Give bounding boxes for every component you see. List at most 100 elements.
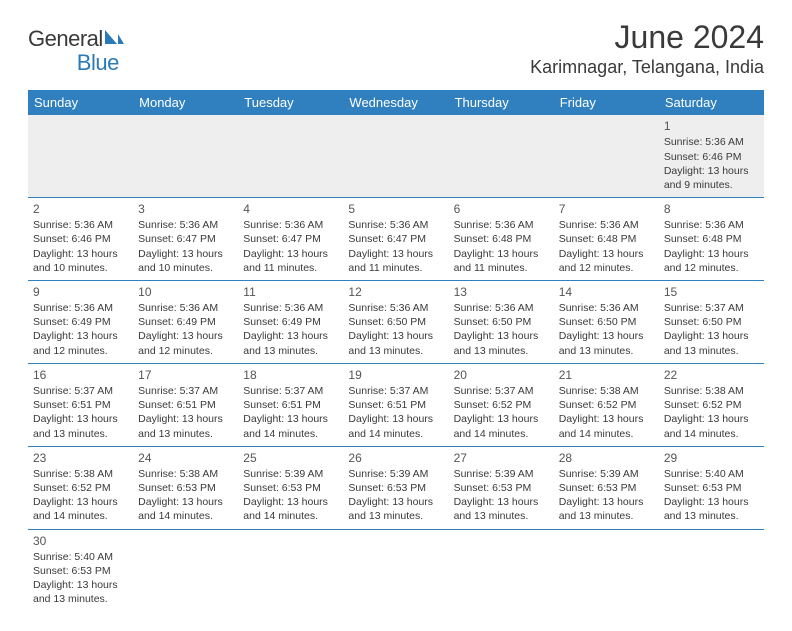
sunrise-line: Sunrise: 5:38 AM — [138, 467, 233, 481]
calendar-cell: 13Sunrise: 5:36 AMSunset: 6:50 PMDayligh… — [449, 280, 554, 363]
daylight-line: Daylight: 13 hours and 13 minutes. — [664, 329, 759, 357]
weekday-header: Tuesday — [238, 90, 343, 115]
daylight-line: Daylight: 13 hours and 11 minutes. — [348, 247, 443, 275]
calendar-cell: 2Sunrise: 5:36 AMSunset: 6:46 PMDaylight… — [28, 198, 133, 281]
sunset-line: Sunset: 6:53 PM — [454, 481, 549, 495]
sunrise-line: Sunrise: 5:36 AM — [454, 218, 549, 232]
day-number: 2 — [33, 201, 128, 217]
sunset-line: Sunset: 6:53 PM — [348, 481, 443, 495]
day-number: 7 — [559, 201, 654, 217]
day-number: 24 — [138, 450, 233, 466]
day-number: 12 — [348, 284, 443, 300]
day-number: 17 — [138, 367, 233, 383]
calendar-cell — [28, 115, 133, 197]
calendar-cell — [343, 115, 448, 197]
daylight-line: Daylight: 13 hours and 12 minutes. — [559, 247, 654, 275]
calendar-cell: 16Sunrise: 5:37 AMSunset: 6:51 PMDayligh… — [28, 363, 133, 446]
calendar-cell — [554, 115, 659, 197]
sunrise-line: Sunrise: 5:36 AM — [243, 301, 338, 315]
sunrise-line: Sunrise: 5:36 AM — [243, 218, 338, 232]
sun-calendar-table: SundayMondayTuesdayWednesdayThursdayFrid… — [28, 90, 764, 611]
day-number: 18 — [243, 367, 338, 383]
sunset-line: Sunset: 6:47 PM — [348, 232, 443, 246]
calendar-cell: 24Sunrise: 5:38 AMSunset: 6:53 PMDayligh… — [133, 446, 238, 529]
sunset-line: Sunset: 6:50 PM — [664, 315, 759, 329]
day-number: 21 — [559, 367, 654, 383]
sunset-line: Sunset: 6:48 PM — [559, 232, 654, 246]
calendar-page: General June 2024 Karimnagar, Telangana,… — [0, 0, 792, 631]
day-number: 5 — [348, 201, 443, 217]
month-title: June 2024 — [530, 20, 764, 55]
calendar-cell: 3Sunrise: 5:36 AMSunset: 6:47 PMDaylight… — [133, 198, 238, 281]
sunrise-line: Sunrise: 5:39 AM — [559, 467, 654, 481]
daylight-line: Daylight: 13 hours and 13 minutes. — [33, 578, 128, 606]
sunset-line: Sunset: 6:47 PM — [243, 232, 338, 246]
daylight-line: Daylight: 13 hours and 13 minutes. — [348, 329, 443, 357]
sunset-line: Sunset: 6:51 PM — [138, 398, 233, 412]
daylight-line: Daylight: 13 hours and 14 minutes. — [243, 412, 338, 440]
sunset-line: Sunset: 6:50 PM — [559, 315, 654, 329]
weekday-header: Friday — [554, 90, 659, 115]
weekday-header: Monday — [133, 90, 238, 115]
day-number: 14 — [559, 284, 654, 300]
sunrise-line: Sunrise: 5:36 AM — [664, 218, 759, 232]
day-number: 30 — [33, 533, 128, 549]
sunrise-line: Sunrise: 5:36 AM — [559, 218, 654, 232]
calendar-cell: 11Sunrise: 5:36 AMSunset: 6:49 PMDayligh… — [238, 280, 343, 363]
daylight-line: Daylight: 13 hours and 13 minutes. — [559, 329, 654, 357]
sunset-line: Sunset: 6:53 PM — [243, 481, 338, 495]
sunset-line: Sunset: 6:50 PM — [348, 315, 443, 329]
sunset-line: Sunset: 6:48 PM — [664, 232, 759, 246]
daylight-line: Daylight: 13 hours and 13 minutes. — [33, 412, 128, 440]
calendar-cell: 29Sunrise: 5:40 AMSunset: 6:53 PMDayligh… — [659, 446, 764, 529]
calendar-cell: 27Sunrise: 5:39 AMSunset: 6:53 PMDayligh… — [449, 446, 554, 529]
daylight-line: Daylight: 13 hours and 14 minutes. — [138, 495, 233, 523]
daylight-line: Daylight: 13 hours and 11 minutes. — [243, 247, 338, 275]
sunset-line: Sunset: 6:46 PM — [33, 232, 128, 246]
calendar-cell: 20Sunrise: 5:37 AMSunset: 6:52 PMDayligh… — [449, 363, 554, 446]
weekday-header: Wednesday — [343, 90, 448, 115]
daylight-line: Daylight: 13 hours and 10 minutes. — [138, 247, 233, 275]
daylight-line: Daylight: 13 hours and 14 minutes. — [348, 412, 443, 440]
calendar-cell — [554, 529, 659, 611]
daylight-line: Daylight: 13 hours and 14 minutes. — [454, 412, 549, 440]
day-number: 15 — [664, 284, 759, 300]
sunrise-line: Sunrise: 5:40 AM — [33, 550, 128, 564]
sunset-line: Sunset: 6:53 PM — [559, 481, 654, 495]
day-number: 19 — [348, 367, 443, 383]
calendar-cell: 30Sunrise: 5:40 AMSunset: 6:53 PMDayligh… — [28, 529, 133, 611]
sunset-line: Sunset: 6:48 PM — [454, 232, 549, 246]
sunset-line: Sunset: 6:53 PM — [138, 481, 233, 495]
sunset-line: Sunset: 6:49 PM — [138, 315, 233, 329]
weekday-header: Saturday — [659, 90, 764, 115]
sunrise-line: Sunrise: 5:36 AM — [138, 301, 233, 315]
sunrise-line: Sunrise: 5:36 AM — [559, 301, 654, 315]
calendar-cell: 9Sunrise: 5:36 AMSunset: 6:49 PMDaylight… — [28, 280, 133, 363]
calendar-cell — [133, 529, 238, 611]
sunrise-line: Sunrise: 5:36 AM — [348, 218, 443, 232]
calendar-head: SundayMondayTuesdayWednesdayThursdayFrid… — [28, 90, 764, 115]
calendar-cell: 7Sunrise: 5:36 AMSunset: 6:48 PMDaylight… — [554, 198, 659, 281]
calendar-cell: 19Sunrise: 5:37 AMSunset: 6:51 PMDayligh… — [343, 363, 448, 446]
sunrise-line: Sunrise: 5:36 AM — [664, 135, 759, 149]
sunrise-line: Sunrise: 5:36 AM — [138, 218, 233, 232]
sunrise-line: Sunrise: 5:38 AM — [33, 467, 128, 481]
sunrise-line: Sunrise: 5:39 AM — [243, 467, 338, 481]
sunset-line: Sunset: 6:52 PM — [559, 398, 654, 412]
calendar-cell: 1Sunrise: 5:36 AMSunset: 6:46 PMDaylight… — [659, 115, 764, 197]
daylight-line: Daylight: 13 hours and 14 minutes. — [664, 412, 759, 440]
calendar-cell: 12Sunrise: 5:36 AMSunset: 6:50 PMDayligh… — [343, 280, 448, 363]
daylight-line: Daylight: 13 hours and 11 minutes. — [454, 247, 549, 275]
brand-sail-icon — [103, 28, 125, 51]
day-number: 22 — [664, 367, 759, 383]
calendar-cell: 21Sunrise: 5:38 AMSunset: 6:52 PMDayligh… — [554, 363, 659, 446]
day-number: 6 — [454, 201, 549, 217]
calendar-cell: 22Sunrise: 5:38 AMSunset: 6:52 PMDayligh… — [659, 363, 764, 446]
day-number: 20 — [454, 367, 549, 383]
daylight-line: Daylight: 13 hours and 14 minutes. — [559, 412, 654, 440]
day-number: 8 — [664, 201, 759, 217]
calendar-cell: 26Sunrise: 5:39 AMSunset: 6:53 PMDayligh… — [343, 446, 448, 529]
calendar-cell — [238, 115, 343, 197]
sunrise-line: Sunrise: 5:36 AM — [454, 301, 549, 315]
day-number: 1 — [664, 118, 759, 134]
